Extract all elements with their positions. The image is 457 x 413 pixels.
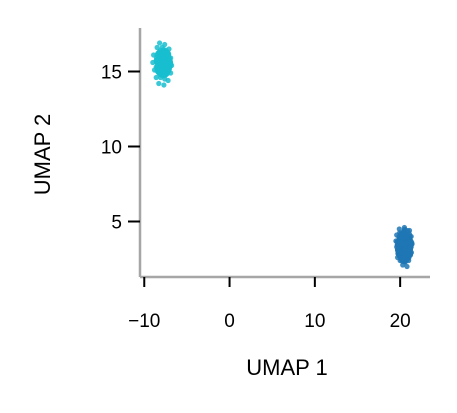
cluster-1 [150, 40, 175, 88]
data-point [154, 52, 160, 58]
x-axis-label: UMAP 1 [246, 355, 328, 380]
data-point [404, 231, 410, 238]
data-point [153, 74, 159, 81]
data-point [161, 82, 167, 88]
data-point [405, 248, 411, 254]
data-point [156, 80, 162, 87]
data-point [157, 40, 163, 46]
axes-layer [138, 28, 430, 279]
data-point [404, 257, 410, 263]
cluster-2 [393, 224, 415, 270]
data-point [163, 60, 170, 66]
data-point [404, 263, 410, 270]
y-tick-label: 5 [111, 213, 122, 234]
y-axis-label: UMAP 2 [30, 114, 55, 196]
data-point [396, 226, 402, 232]
data-point [157, 66, 163, 72]
data-point [397, 242, 403, 248]
x-tick-label: −10 [128, 311, 160, 332]
data-point [165, 77, 171, 84]
points-layer [150, 40, 415, 270]
ticks-layer: −10 0 10 20 5 10 15 [101, 63, 411, 333]
data-point [153, 57, 159, 63]
x-tick-label: 20 [390, 311, 411, 332]
data-point [165, 68, 171, 74]
data-point [407, 240, 413, 246]
x-tick-label: 0 [224, 311, 235, 332]
data-point [166, 55, 172, 61]
data-point [398, 233, 404, 239]
y-tick-label: 10 [101, 138, 122, 159]
y-tick-label: 15 [101, 63, 122, 84]
x-tick-label: 10 [304, 311, 325, 332]
data-point [162, 49, 168, 55]
data-point [398, 255, 404, 261]
